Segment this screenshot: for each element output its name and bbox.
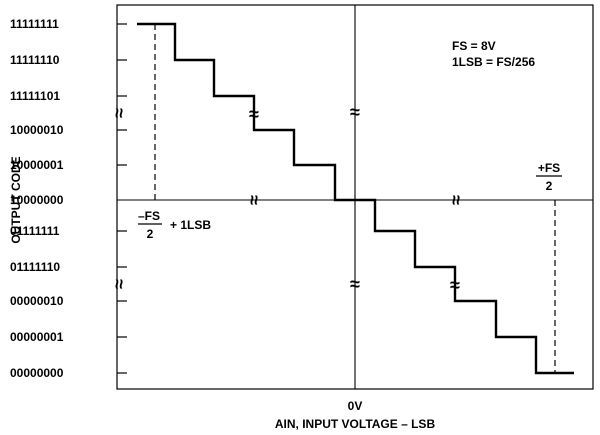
y-ticks: [117, 23, 127, 374]
x-axis-break-right: ≈: [446, 195, 466, 205]
pos-fs-denominator: 2: [546, 179, 553, 193]
axis-break-symbols: ≈ ≈ ≈ ≈ ≈ ≈ ≈ ≈: [109, 102, 466, 295]
y-code-label: 11111110: [10, 53, 60, 67]
y-code-label: 10000010: [10, 123, 64, 137]
pos-fs-numerator: +FS: [538, 161, 560, 175]
transfer-staircase: [137, 22, 574, 375]
y-code-labels: 11111111 11111110 11111101 10000010 1000…: [10, 17, 64, 380]
y-axis-title: OUTPUT CODE: [9, 156, 23, 243]
staircase-break-upper: ≈: [249, 104, 259, 124]
staircase-break-lower: ≈: [450, 275, 460, 295]
pos-fs-annotation: +FS 2: [536, 161, 562, 193]
center-axis-break-lower: ≈: [350, 274, 360, 294]
neg-fs-numerator: –FS: [138, 209, 160, 223]
y-code-label: 01111111: [10, 224, 60, 238]
left-axis-break-lower: ≈: [109, 279, 129, 289]
y-code-label: 11111101: [10, 89, 60, 103]
fs-value-label: FS = 8V: [452, 39, 496, 53]
neg-fs-suffix: + 1LSB: [170, 218, 211, 232]
center-axis-break-upper: ≈: [350, 102, 360, 122]
y-code-label: 11111111: [10, 17, 59, 31]
neg-fs-annotation: –FS 2 + 1LSB: [138, 209, 211, 241]
y-code-label: 00000000: [10, 366, 64, 380]
neg-fs-denominator: 2: [147, 227, 154, 241]
lsb-definition-label: 1LSB = FS/256: [452, 55, 535, 69]
y-code-label: 10000000: [10, 193, 64, 207]
origin-label: 0V: [348, 399, 363, 413]
y-code-label: 10000001: [10, 158, 64, 172]
left-axis-break-upper: ≈: [109, 108, 129, 118]
x-axis-title: AIN, INPUT VOLTAGE – LSB: [275, 417, 436, 431]
y-code-label: 01111110: [10, 260, 60, 274]
y-code-label: 00000001: [10, 330, 64, 344]
x-axis-break-left: ≈: [244, 195, 264, 205]
y-code-label: 00000010: [10, 294, 64, 308]
